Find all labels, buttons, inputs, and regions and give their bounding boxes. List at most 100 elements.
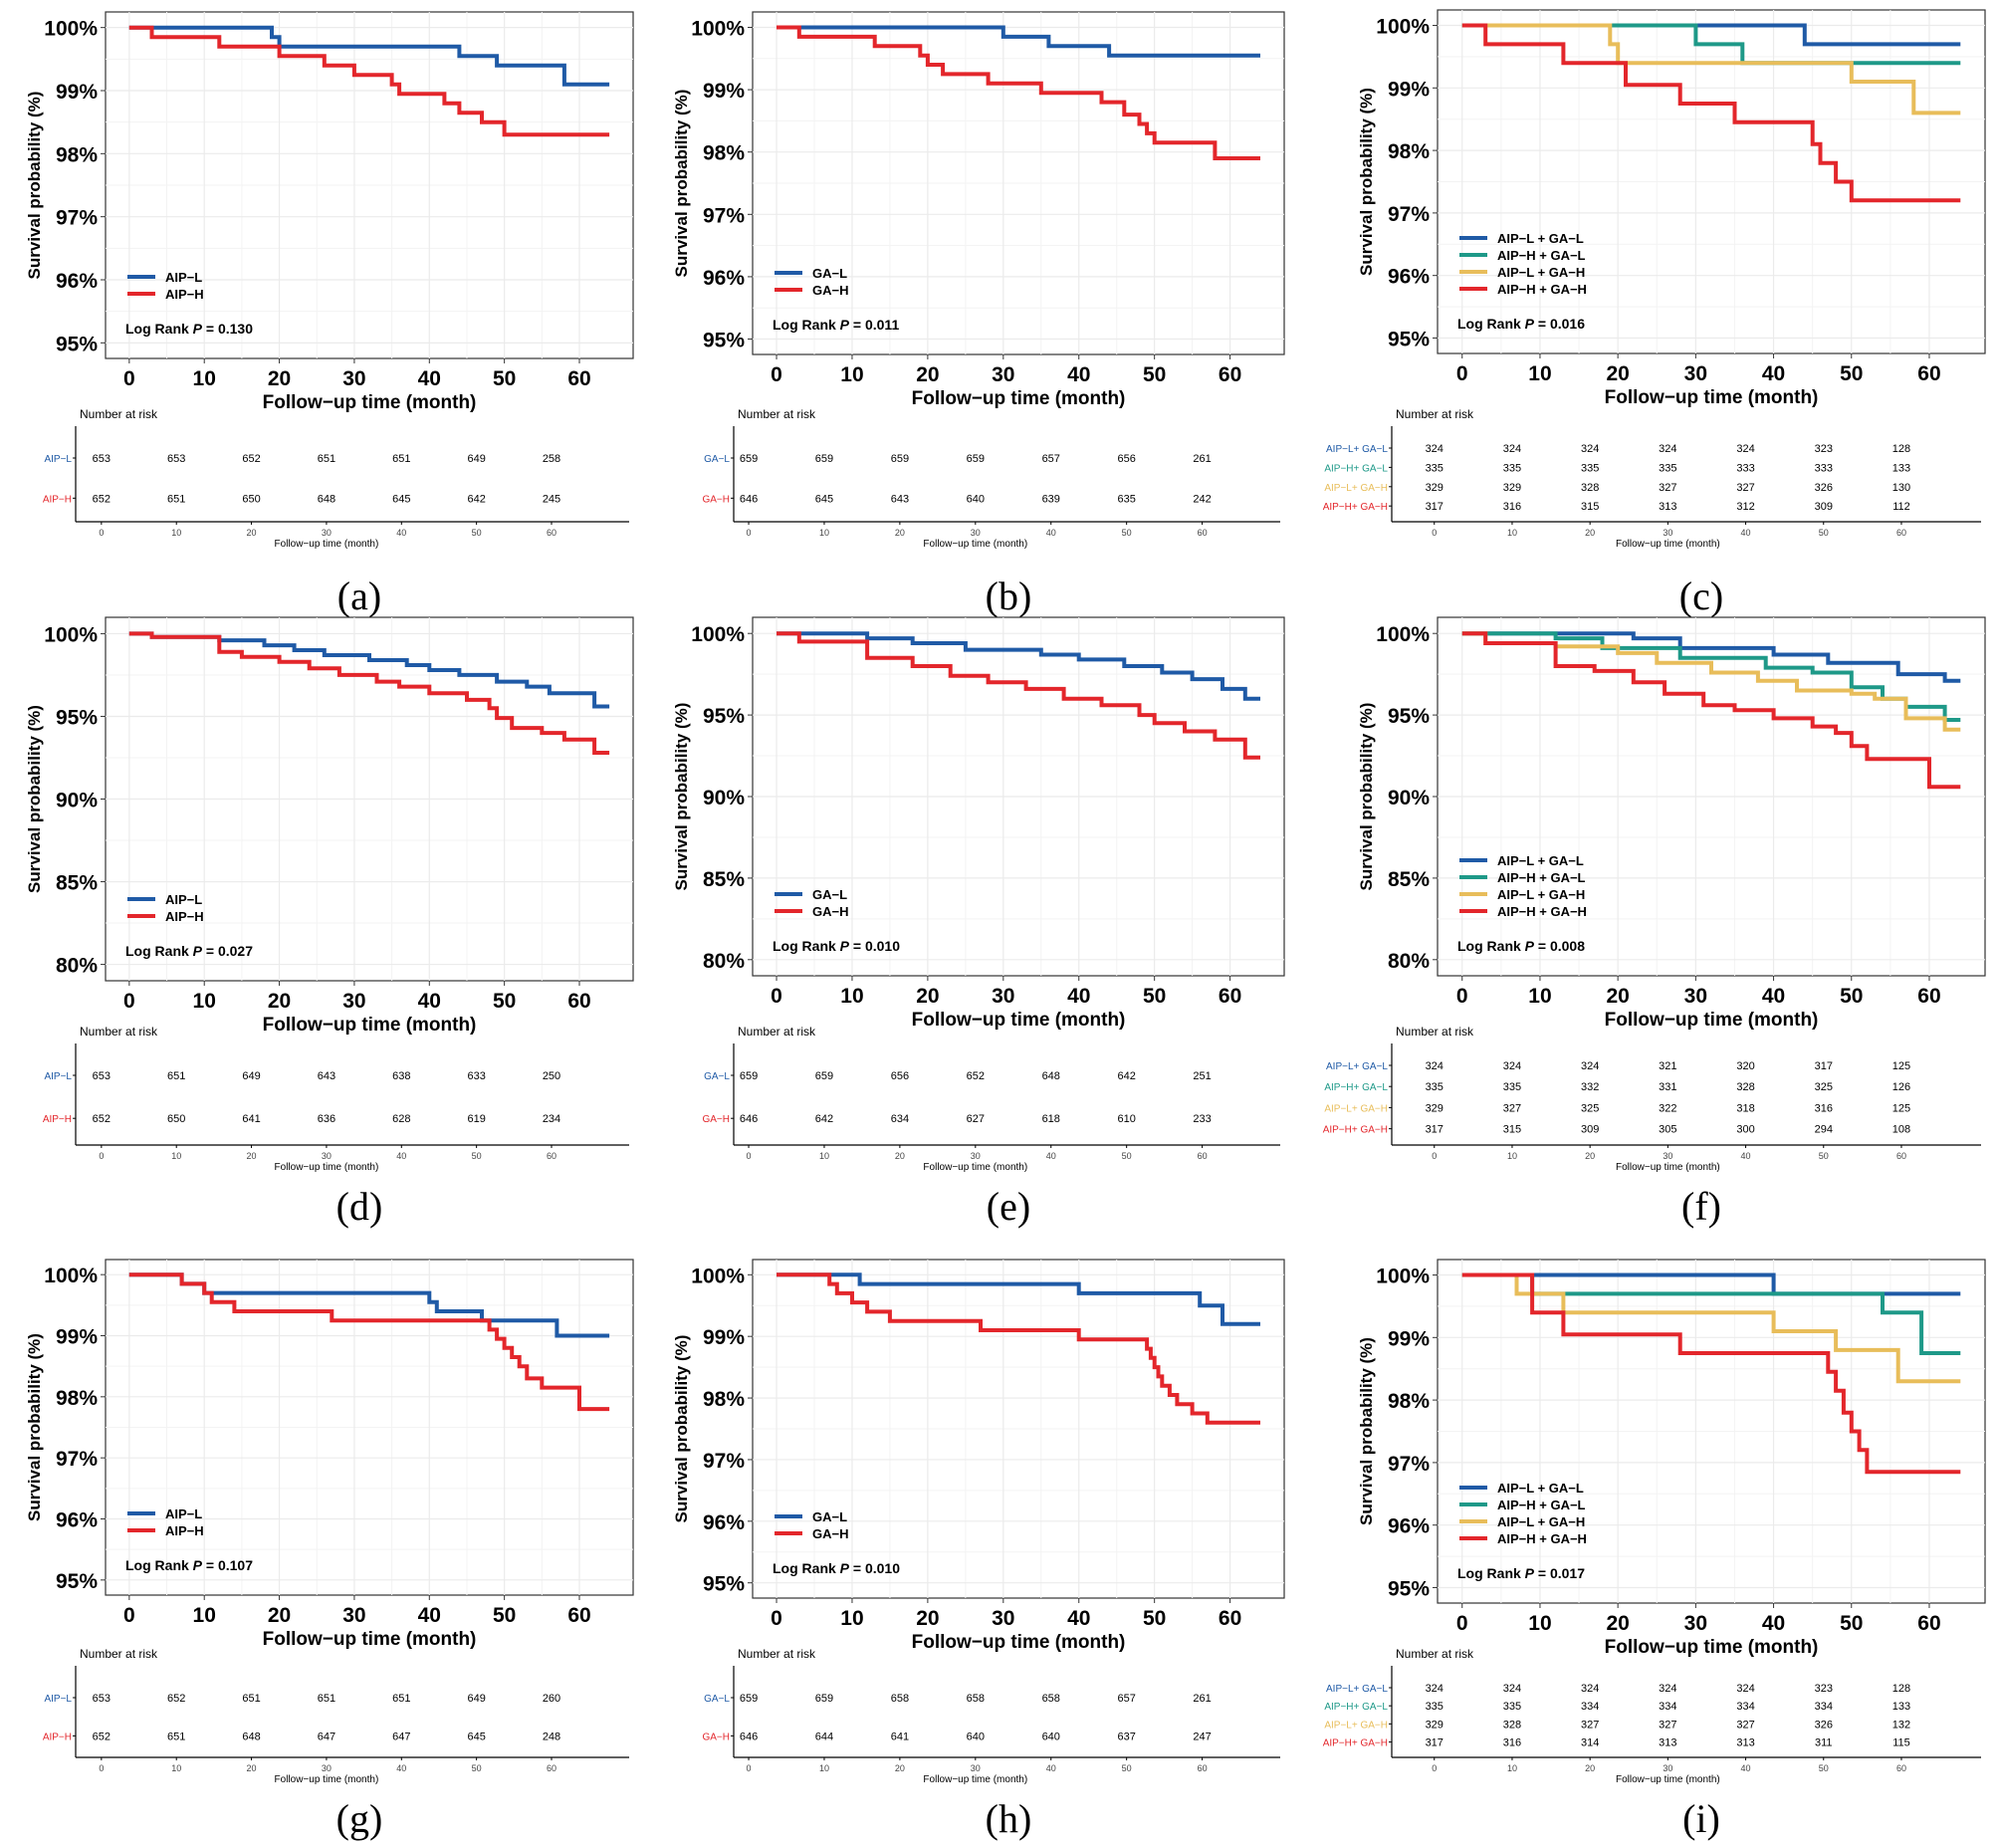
risk-count: 646 (740, 493, 758, 505)
risk-table-title: Number at risk (1396, 1647, 1474, 1661)
survival-curve (128, 25, 610, 87)
y-tick-label: 100% (691, 1265, 745, 1287)
logrank-label: Log Rank (1457, 316, 1525, 332)
x-axis-label: Follow−up time (month) (1605, 387, 1819, 408)
risk-count: 250 (543, 1070, 560, 1082)
y-tick-label: 100% (1376, 623, 1430, 646)
x-tick-label: 0 (1456, 362, 1468, 385)
risk-x-tick-label: 30 (1663, 1763, 1672, 1773)
risk-count: 324 (1659, 443, 1676, 455)
survival-curve (777, 25, 1260, 58)
risk-row-label: GA−H (702, 1114, 730, 1125)
risk-count: 651 (167, 1070, 185, 1082)
x-tick-label: 60 (1917, 1612, 1940, 1635)
y-tick-label: 96% (703, 1511, 745, 1534)
risk-count: 659 (815, 1693, 833, 1705)
risk-count: 317 (1426, 1737, 1444, 1749)
risk-count: 327 (1736, 1719, 1754, 1731)
risk-row-label: AIP−H (43, 1114, 72, 1125)
risk-count: 324 (1581, 443, 1599, 455)
legend-label: AIP−H + GA−H (1497, 904, 1587, 919)
p-symbol: P (840, 1560, 850, 1576)
risk-x-tick-label: 50 (1819, 1151, 1829, 1161)
risk-count: 326 (1815, 1719, 1833, 1731)
risk-count: 315 (1581, 501, 1599, 513)
y-tick-label: 95% (703, 1573, 745, 1596)
risk-count: 635 (1117, 493, 1135, 505)
risk-x-tick-label: 40 (1741, 528, 1751, 538)
x-tick-label: 10 (840, 363, 863, 386)
risk-count: 335 (1659, 462, 1676, 474)
risk-count: 643 (318, 1070, 335, 1082)
survival-curve (1461, 1272, 1961, 1384)
risk-x-axis-label: Follow−up time (month) (923, 1162, 1027, 1173)
survival-curve (128, 1272, 610, 1412)
risk-table-title: Number at risk (80, 407, 158, 421)
y-axis-label: Survival probability (%) (672, 1335, 691, 1523)
risk-count: 638 (392, 1070, 410, 1082)
x-tick-label: 40 (1067, 363, 1090, 386)
risk-x-tick-label: 30 (322, 1763, 332, 1773)
y-tick-label: 100% (691, 17, 745, 40)
p-symbol: P (193, 1557, 203, 1573)
risk-count: 248 (543, 1731, 560, 1742)
x-tick-label: 60 (1219, 985, 1241, 1008)
risk-count: 335 (1503, 462, 1521, 474)
y-tick-label: 100% (1376, 1266, 1430, 1288)
risk-x-tick-label: 20 (1585, 528, 1595, 538)
x-tick-label: 10 (1528, 362, 1551, 385)
x-tick-label: 30 (1684, 985, 1707, 1008)
risk-count: 300 (1736, 1124, 1754, 1136)
risk-count: 313 (1736, 1737, 1754, 1749)
risk-count: 649 (467, 1693, 485, 1705)
risk-row-label: AIP−L (44, 1694, 72, 1705)
x-axis-label: Follow−up time (month) (263, 1015, 477, 1036)
legend-label: GA−L (812, 887, 847, 902)
y-tick-label: 80% (1388, 950, 1430, 973)
risk-x-tick-label: 10 (819, 1151, 829, 1161)
risk-count: 651 (167, 1731, 185, 1742)
x-axis-label: Follow−up time (month) (1605, 1010, 1819, 1031)
risk-x-tick-label: 30 (1663, 1151, 1672, 1161)
risk-x-tick-label: 30 (322, 528, 332, 538)
risk-count: 247 (1193, 1731, 1211, 1742)
risk-count: 642 (467, 493, 485, 505)
survival-curve (1461, 23, 1961, 203)
x-tick-label: 10 (1528, 985, 1551, 1008)
risk-count: 125 (1892, 1102, 1910, 1114)
risk-x-tick-label: 60 (1198, 1151, 1208, 1161)
survival-curve (128, 25, 610, 137)
y-axis-label: Survival probability (%) (1357, 88, 1376, 276)
survival-curve (777, 631, 1260, 701)
risk-count: 641 (242, 1113, 260, 1125)
y-tick-label: 97% (703, 1450, 745, 1473)
risk-count: 335 (1426, 1701, 1444, 1713)
risk-count: 634 (891, 1113, 909, 1125)
x-tick-label: 0 (123, 990, 135, 1013)
panel-caption: (a) (337, 574, 381, 618)
y-tick-label: 95% (56, 706, 98, 729)
x-tick-label: 40 (1762, 985, 1785, 1008)
risk-count: 328 (1736, 1081, 1754, 1093)
y-axis-label: Survival probability (%) (672, 90, 691, 278)
risk-x-tick-label: 60 (1198, 1763, 1208, 1773)
risk-table-title: Number at risk (738, 1647, 816, 1661)
risk-x-tick-label: 20 (895, 1151, 905, 1161)
risk-count: 128 (1892, 1683, 1910, 1695)
risk-count: 633 (467, 1070, 485, 1082)
risk-count: 659 (891, 453, 909, 465)
risk-x-tick-label: 0 (747, 1763, 752, 1773)
x-tick-label: 40 (1762, 1612, 1785, 1635)
risk-row-label: AIP−H (43, 1732, 72, 1742)
p-symbol: P (1525, 1565, 1535, 1581)
risk-x-tick-label: 30 (971, 1763, 981, 1773)
risk-count: 642 (815, 1113, 833, 1125)
y-tick-label: 97% (1388, 1453, 1430, 1476)
y-tick-label: 95% (703, 705, 745, 728)
panel-caption: (c) (1679, 574, 1723, 618)
x-tick-label: 50 (1143, 985, 1166, 1008)
risk-count: 324 (1426, 1060, 1444, 1072)
legend-label: GA−H (812, 904, 848, 919)
risk-count: 651 (392, 453, 410, 465)
survival-curve (777, 631, 1260, 760)
